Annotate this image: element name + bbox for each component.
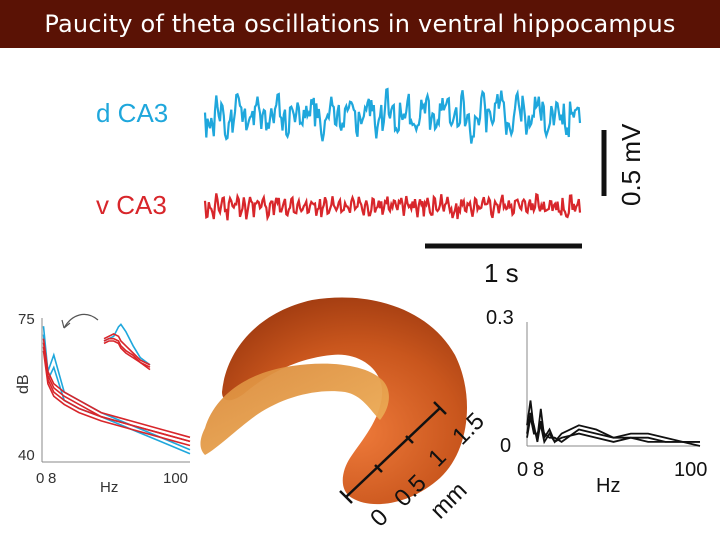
psd-inset-series-0 [103, 323, 151, 366]
psd-x-tick-8: 8 [48, 470, 56, 487]
inset-arrow [63, 313, 99, 329]
hippocampus-outer [222, 297, 467, 505]
coh-x-label: Hz [596, 475, 620, 497]
psd-x-label: Hz [100, 479, 118, 496]
coh-x-tick-0: 0 [517, 459, 528, 481]
power-spectrum-chart: 75 40 dB 0 8 100 Hz [15, 311, 191, 496]
psd-series-5 [42, 350, 191, 447]
hippocampus-inner-layer [200, 363, 389, 455]
coh-y-tick-0.3: 0.3 [486, 307, 514, 329]
ventral-trace-label: v CA3 [96, 190, 167, 220]
dorsal-trace-label: d CA3 [96, 98, 169, 128]
dorsal-lfp-trace [203, 87, 582, 144]
anatomy-scale-bar [339, 401, 447, 504]
anatomy-tick-0: 0 [365, 504, 394, 533]
psd-series-4 [42, 346, 191, 443]
coh-x-tick-8: 8 [533, 459, 544, 481]
title-bar [0, 0, 720, 48]
slide-title: Paucity of theta oscillations in ventral… [44, 10, 676, 38]
psd-y-tick-75: 75 [18, 311, 35, 328]
coherence-series-1 [526, 412, 700, 443]
coherence-series-0 [526, 400, 700, 444]
psd-y-label: dB [15, 374, 32, 394]
psd-x-tick-0: 0 [36, 470, 44, 487]
ventral-lfp-trace [203, 192, 582, 222]
psd-x-tick-100: 100 [163, 470, 188, 487]
coherence-series-2 [526, 416, 701, 447]
coh-y-tick-0: 0 [500, 435, 511, 457]
psd-series-2 [42, 338, 191, 439]
coh-x-tick-100: 100 [674, 459, 707, 481]
psd-inset-series-1 [103, 333, 151, 366]
inset-arrow-head [61, 319, 71, 329]
psd-inset-series-3 [103, 340, 151, 371]
voltage-scale-label: 0.5 mV [616, 123, 646, 206]
time-scale-label: 1 s [484, 258, 519, 288]
psd-y-tick-40: 40 [18, 447, 35, 464]
coherence-chart: 0.3 0 0 8 100 Hz [486, 307, 707, 497]
